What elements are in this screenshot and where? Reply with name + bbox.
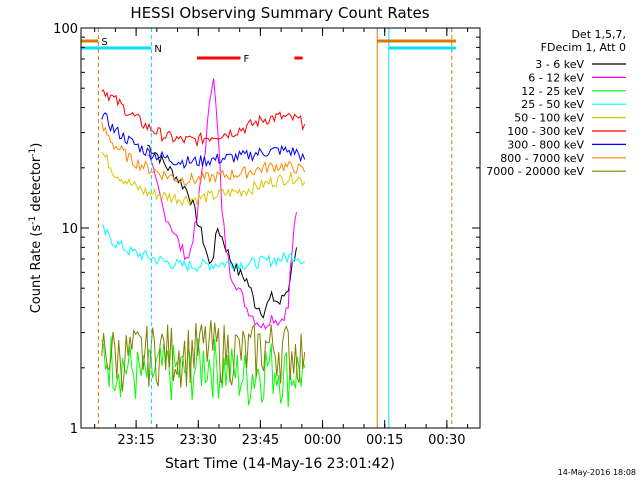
legend-label-0: 3 - 6 keV — [535, 58, 584, 71]
series-line-1 — [147, 78, 297, 330]
x-tick-label-2: 23:45 — [242, 433, 279, 448]
x-tick-label-5: 00:30 — [428, 433, 465, 448]
series-line-2 — [101, 336, 306, 408]
series-line-6 — [101, 112, 306, 170]
x-tick-label-1: 23:30 — [180, 433, 217, 448]
legend-label-6: 300 - 800 keV — [507, 138, 584, 151]
legend-label-3: 25 - 50 keV — [521, 98, 584, 111]
series-line-7 — [101, 121, 306, 187]
axis-layer: 23:15 23:30 23:45 00:00 00:15 00:30 1 10 100 — [53, 22, 480, 448]
legend-label-7: 800 - 7000 keV — [500, 152, 584, 165]
series-line-0 — [147, 144, 297, 319]
marker-label-1: N — [154, 44, 161, 55]
x-tick-label-3: 00:00 — [304, 433, 341, 448]
series-line-4 — [101, 151, 306, 207]
legend-label-4: 50 - 100 keV — [514, 112, 584, 125]
marker-layer: S N F — [81, 28, 456, 428]
marker-label-0: S — [101, 37, 107, 48]
plot-frame — [80, 27, 481, 429]
series-line-3 — [101, 224, 305, 273]
chart-title: HESSI Observing Summary Count Rates — [130, 4, 429, 22]
legend-label-5: 100 - 300 keV — [507, 125, 584, 138]
x-tick-label-4: 00:15 — [366, 433, 403, 448]
y-tick-label-1: 10 — [61, 222, 78, 237]
x-tick-label-0: 23:15 — [117, 433, 154, 448]
series-layer — [101, 78, 306, 408]
legend-header-1: FDecim 1, Att 0 — [541, 41, 626, 54]
footer-date: 14-May-2016 18:08 — [558, 468, 636, 477]
series-line-8 — [101, 320, 306, 392]
marker-label-2: F — [244, 54, 250, 65]
legend-label-8: 7000 - 20000 keV — [486, 165, 584, 178]
x-axis-label: Start Time (14-May-16 23:01:42) — [165, 456, 395, 472]
legend-label-2: 12 - 25 keV — [521, 85, 584, 98]
y-axis-label: Count Rate (s-1 detector-1) — [28, 143, 44, 314]
legend-label-1: 6 - 12 keV — [528, 71, 584, 84]
legend-header-0: Det 1,5,7, — [571, 28, 626, 41]
series-line-5 — [101, 89, 306, 147]
y-tick-label-2: 100 — [53, 22, 78, 37]
y-tick-label-0: 1 — [70, 422, 78, 437]
